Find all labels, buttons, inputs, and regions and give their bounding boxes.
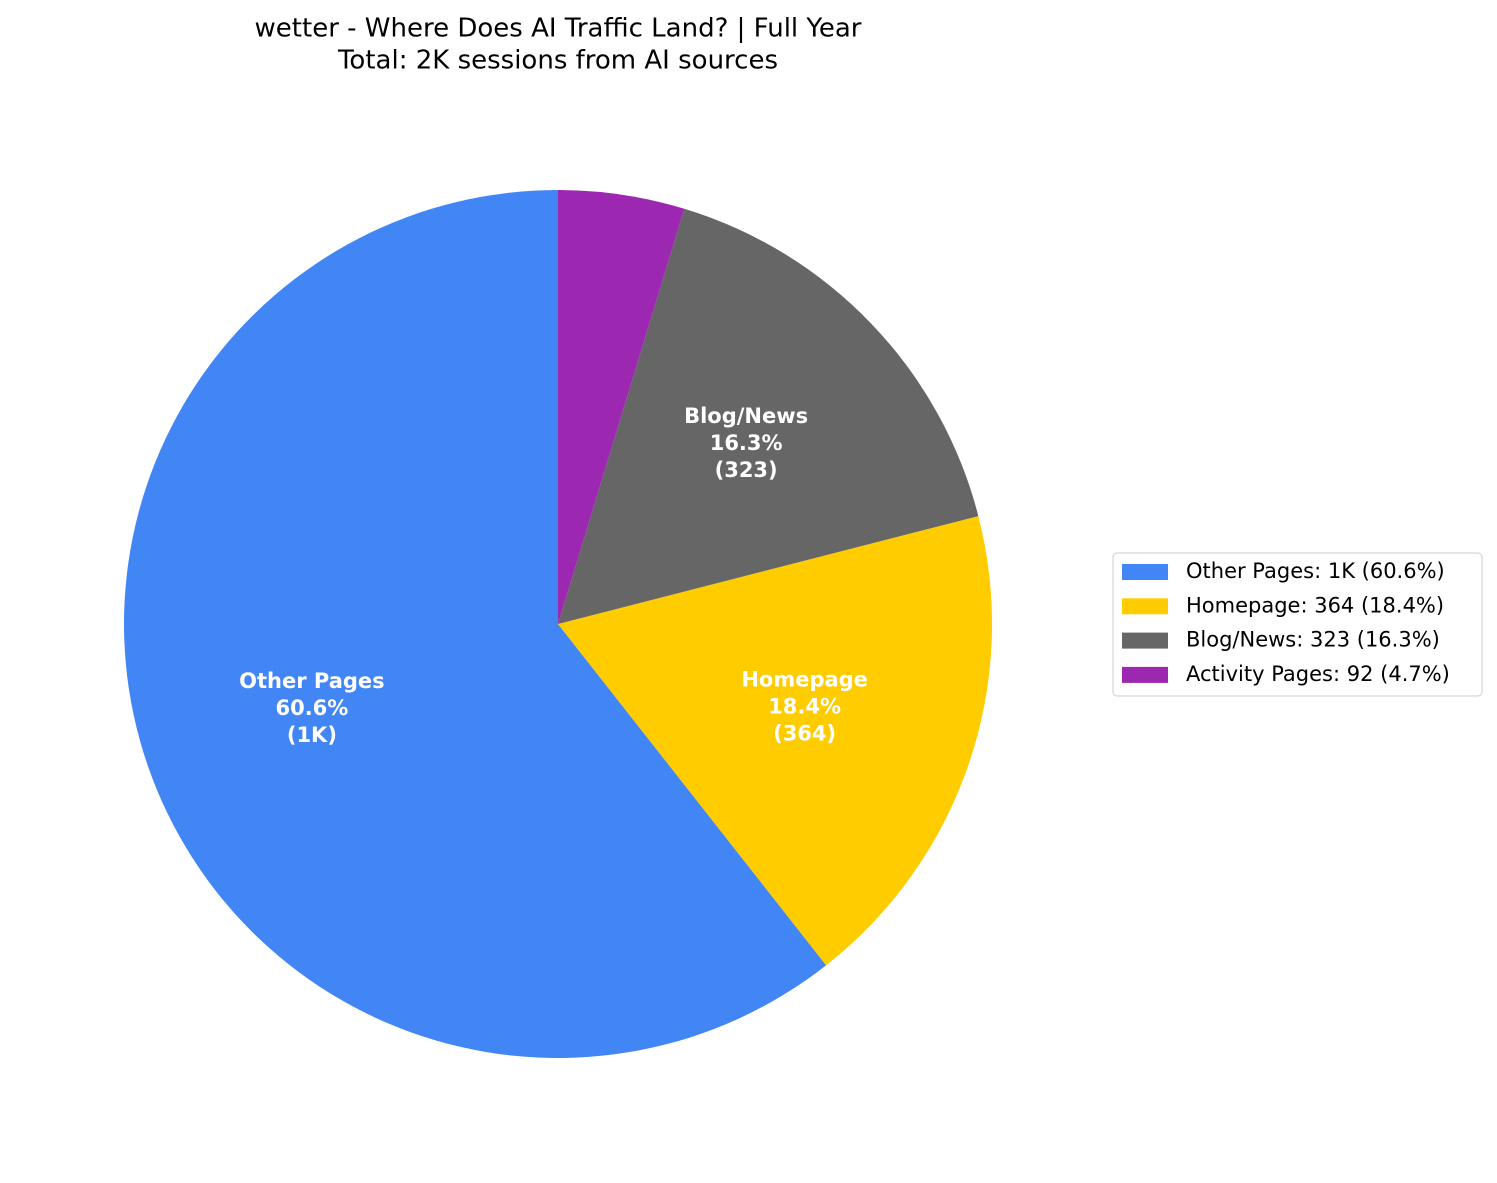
chart-subtitle: Total: 2K sessions from AI sources — [337, 46, 778, 76]
legend-swatch — [1122, 598, 1168, 615]
pie — [124, 190, 992, 1058]
legend-label: Activity Pages: 92 (4.7%) — [1186, 662, 1450, 686]
data-label-name: Homepage — [741, 668, 868, 692]
legend-box — [1112, 552, 1483, 697]
data-label-count: (364) — [773, 722, 836, 746]
data-label-percent: 18.4% — [768, 695, 841, 719]
chart-title: wetter - Where Does AI Traffic Land? | F… — [255, 14, 862, 44]
legend: Other Pages: 1K (60.6%) Homepage: 364 (18… — [1122, 559, 1450, 686]
data-label-count: (1K) — [287, 723, 337, 747]
legend-label: Other Pages: 1K (60.6%) — [1186, 559, 1445, 583]
wedge — [124, 190, 827, 1058]
data-label-name: Blog/News — [684, 404, 808, 428]
wedge — [558, 190, 685, 624]
legend-label: Blog/News: 323 (16.3%) — [1186, 628, 1440, 652]
legend-swatch — [1122, 632, 1168, 649]
legend-swatch — [1122, 564, 1168, 580]
data-label-count: (323) — [715, 458, 778, 482]
data-label-percent: 16.3% — [710, 431, 783, 455]
legend-label: Homepage: 364 (18.4%) — [1186, 593, 1444, 617]
data-labels: Other Pages 60.6% (1K) Homepage 18.4% (364) Bl… — [239, 404, 868, 747]
wedge — [558, 516, 992, 966]
legend-swatch — [1122, 666, 1168, 683]
wedge — [558, 208, 979, 624]
data-label-percent: 60.6% — [275, 696, 348, 720]
data-label-name: Other Pages — [239, 669, 385, 693]
